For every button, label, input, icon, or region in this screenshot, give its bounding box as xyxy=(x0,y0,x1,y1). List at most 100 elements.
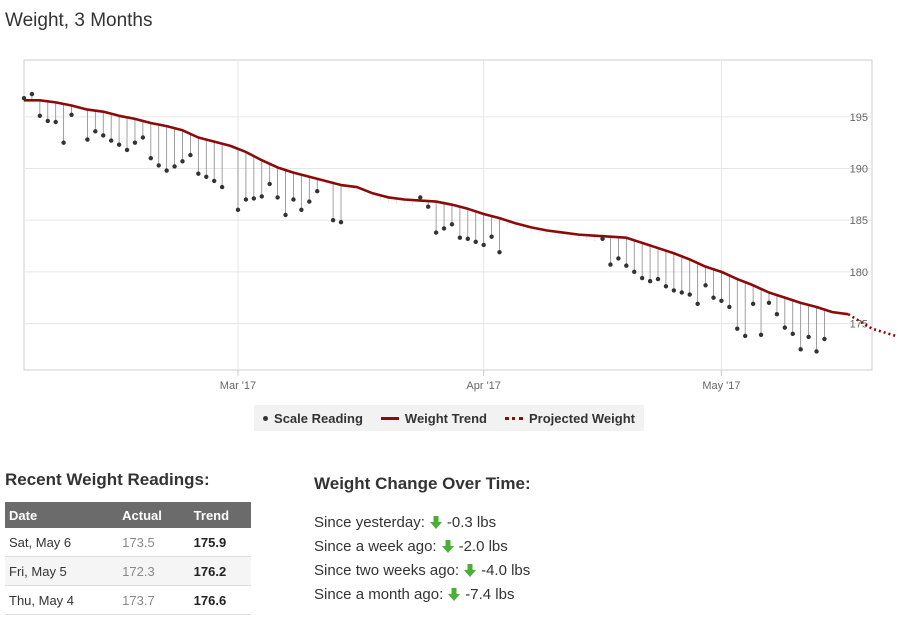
weight-change: Weight Change Over Time: Since yesterday… xyxy=(314,474,531,606)
scale-reading-point xyxy=(418,195,423,200)
legend-label: Scale Reading xyxy=(274,410,363,426)
legend-label: Weight Trend xyxy=(404,410,488,426)
scale-reading-point xyxy=(307,199,312,204)
scale-reading-point xyxy=(671,288,677,293)
scale-reading-point xyxy=(481,242,486,248)
scale-reading-point xyxy=(283,212,288,218)
scale-reading-point xyxy=(21,96,27,101)
reading-date: Thu, May 4 xyxy=(5,585,109,615)
column-trend: Trend xyxy=(189,502,251,528)
scale-reading-point xyxy=(441,226,447,231)
scale-reading-point xyxy=(69,112,74,117)
scale-reading-point xyxy=(822,336,827,342)
scale-reading-point xyxy=(806,334,811,340)
scale-reading-point xyxy=(489,234,494,239)
scale-reading-point xyxy=(433,230,439,235)
scale-reading-point xyxy=(140,135,146,140)
scale-reading-point xyxy=(338,220,344,225)
scale-reading-point xyxy=(719,298,724,303)
reading-actual: 173.5 xyxy=(108,528,190,557)
scale-reading-point xyxy=(647,278,653,284)
scale-reading-point xyxy=(267,181,272,187)
page-title: Weight, 3 Months xyxy=(5,10,153,31)
scale-reading-point xyxy=(449,222,455,227)
scale-reading-point xyxy=(814,349,819,354)
table-row: Fri, May 5 172.3 176.2 xyxy=(5,556,251,586)
change-label: Since a week ago: xyxy=(314,537,437,555)
scale-reading-point xyxy=(624,263,629,268)
scale-reading-point xyxy=(196,171,201,176)
scale-reading-point xyxy=(679,290,684,295)
column-date: Date xyxy=(5,502,109,528)
scale-reading-point xyxy=(251,196,257,201)
recent-readings: Recent Weight Readings: Date Actual Tren… xyxy=(5,470,253,615)
legend-label: Projected Weight xyxy=(529,410,635,426)
scale-reading-point xyxy=(275,195,280,200)
change-value: -0.3 lbs xyxy=(446,513,497,531)
scale-reading-point xyxy=(600,236,605,241)
table-header-row: Date Actual Trend xyxy=(5,502,251,528)
change-value: -4.0 lbs xyxy=(481,561,531,579)
scale-reading-point xyxy=(172,164,177,169)
scale-reading-point xyxy=(790,331,795,337)
reading-trend: 176.6 xyxy=(189,585,251,615)
scale-reading-point xyxy=(164,168,169,173)
trend-line-marker-icon xyxy=(380,416,399,420)
scale-reading-point xyxy=(93,129,98,134)
down-arrow-icon xyxy=(448,587,461,601)
scale-reading-point xyxy=(465,236,471,241)
legend-projected-weight[interactable]: Projected Weight xyxy=(505,411,635,426)
column-actual: Actual xyxy=(108,502,190,528)
scale-reading-point xyxy=(632,269,637,275)
scale-reading-point xyxy=(53,119,58,125)
x-tick-label: Mar '17 xyxy=(220,380,256,392)
scale-reading-point xyxy=(742,333,748,339)
scale-reading-point xyxy=(758,332,764,338)
scale-reading-point xyxy=(219,184,225,190)
scale-reading-point xyxy=(473,239,478,245)
reading-actual: 172.3 xyxy=(108,556,190,586)
change-value: -2.0 lbs xyxy=(458,537,508,555)
x-tick-label: May '17 xyxy=(702,380,740,392)
scale-reading-point xyxy=(235,207,241,213)
scale-reading-point xyxy=(299,207,304,213)
scale-reading-marker-icon xyxy=(263,415,269,421)
scale-reading-point xyxy=(148,155,154,161)
y-tick-label: 195 xyxy=(850,112,868,124)
plot-area xyxy=(23,59,873,371)
scale-reading-point xyxy=(774,312,780,317)
scale-reading-point xyxy=(727,304,732,310)
weight-chart: 175 180 185 190 195 Mar '17 Apr '17 May '17 xyxy=(21,59,897,392)
reading-trend: 176.2 xyxy=(189,556,251,586)
scale-reading-point xyxy=(116,142,122,147)
scale-reading-point xyxy=(711,295,716,300)
recent-readings-table: Date Actual Trend Sat, May 6 173.5 175.9… xyxy=(5,502,251,615)
down-arrow-icon xyxy=(464,563,477,577)
change-label: Since two weeks ago: xyxy=(314,561,460,579)
scale-reading-point xyxy=(639,275,645,281)
down-arrow-icon xyxy=(441,539,454,553)
projected-line-marker-icon xyxy=(505,416,524,420)
scale-reading-point xyxy=(655,276,661,282)
reading-actual: 173.7 xyxy=(108,585,190,615)
down-arrow-icon xyxy=(429,515,442,529)
scale-reading-point xyxy=(29,91,35,97)
table-row: Thu, May 4 173.7 176.6 xyxy=(5,585,251,615)
scale-reading-point xyxy=(212,178,217,184)
y-tick-label: 180 xyxy=(850,267,868,279)
legend-weight-trend[interactable]: Weight Trend xyxy=(380,410,488,426)
scale-reading-point xyxy=(85,137,90,142)
scale-reading-point xyxy=(703,283,708,288)
y-tick-label: 190 xyxy=(850,164,868,176)
scale-reading-point xyxy=(750,301,756,307)
legend-scale-reading[interactable]: Scale Reading xyxy=(263,411,363,426)
change-row-month: Since a month ago: -7.4 lbs xyxy=(314,582,531,606)
reading-date: Sat, May 6 xyxy=(5,528,109,557)
scale-reading-point xyxy=(608,262,613,267)
scale-reading-point xyxy=(108,138,114,143)
scale-reading-point xyxy=(61,140,66,145)
scale-reading-point xyxy=(425,204,431,209)
scale-reading-point xyxy=(101,133,106,138)
change-row-week: Since a week ago: -2.0 lbs xyxy=(314,534,531,558)
scale-reading-point xyxy=(695,301,700,307)
